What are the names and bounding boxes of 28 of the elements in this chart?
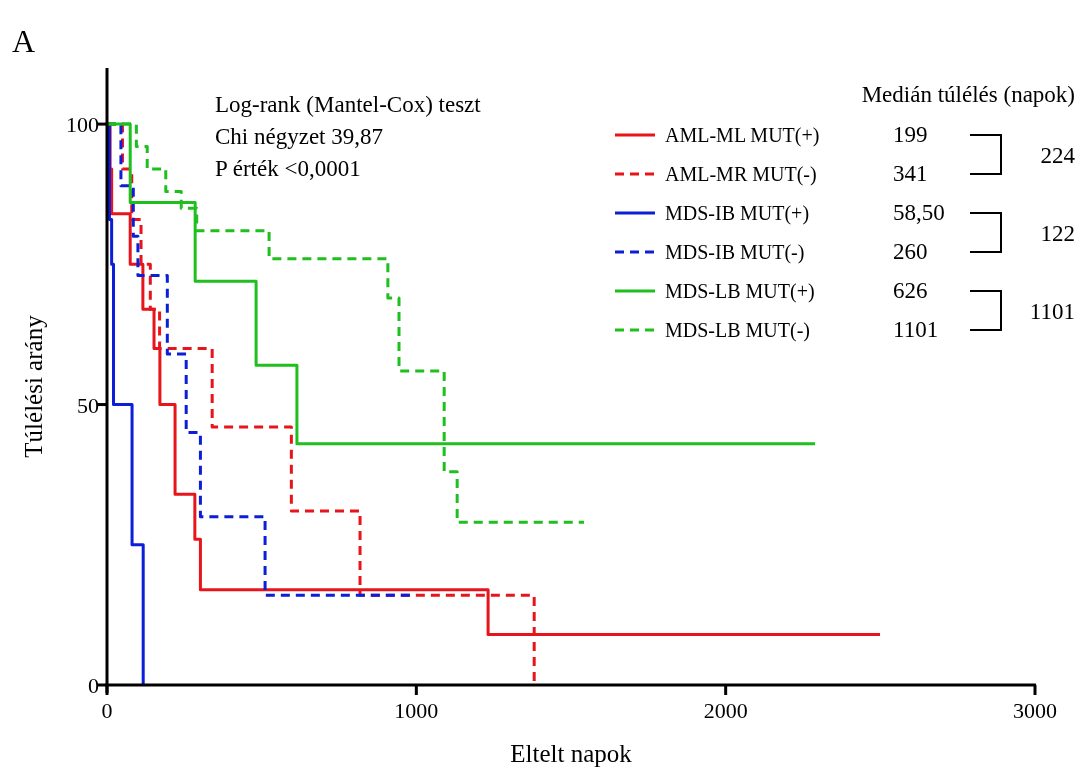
annotation: 199 bbox=[893, 122, 928, 147]
annotation: 58,50 bbox=[893, 200, 945, 225]
text: A bbox=[12, 23, 36, 59]
annotation: 260 bbox=[893, 239, 928, 264]
x-tick-label: 3000 bbox=[1013, 698, 1057, 723]
legend-label: MDS-IB MUT(+) bbox=[665, 202, 810, 225]
x-axis-title: Eltelt napok bbox=[510, 740, 633, 767]
legend-label: MDS-LB MUT(+) bbox=[665, 280, 815, 303]
annotation: 626 bbox=[893, 278, 928, 303]
x-tick-label: 2000 bbox=[703, 698, 748, 723]
legend-label: AML-ML MUT(+) bbox=[665, 124, 820, 147]
annotation: Medián túlélés (napok) bbox=[861, 82, 1075, 107]
y-tick-label: 50 bbox=[77, 392, 99, 418]
x-tick-label: 1000 bbox=[394, 698, 439, 723]
annotation: P érték <0,0001 bbox=[215, 156, 361, 181]
y-tick-label: 100 bbox=[66, 112, 99, 138]
legend-label: MDS-LB MUT(-) bbox=[665, 319, 810, 342]
annotation: 1101 bbox=[893, 317, 939, 342]
y-axis-title: Túlélési arány bbox=[20, 314, 47, 458]
annotation: 341 bbox=[893, 161, 928, 186]
annotation: Chi négyzet 39,87 bbox=[215, 124, 383, 149]
y-tick-label: 0 bbox=[88, 673, 99, 698]
annotation: Log-rank (Mantel-Cox) teszt bbox=[215, 92, 482, 117]
annotation: 1101 bbox=[1029, 298, 1075, 324]
text: 224 bbox=[1040, 142, 1076, 168]
text: 122 bbox=[1040, 220, 1075, 246]
legend-label: MDS-IB MUT(-) bbox=[665, 241, 805, 264]
legend-label: AML-MR MUT(-) bbox=[665, 163, 817, 186]
